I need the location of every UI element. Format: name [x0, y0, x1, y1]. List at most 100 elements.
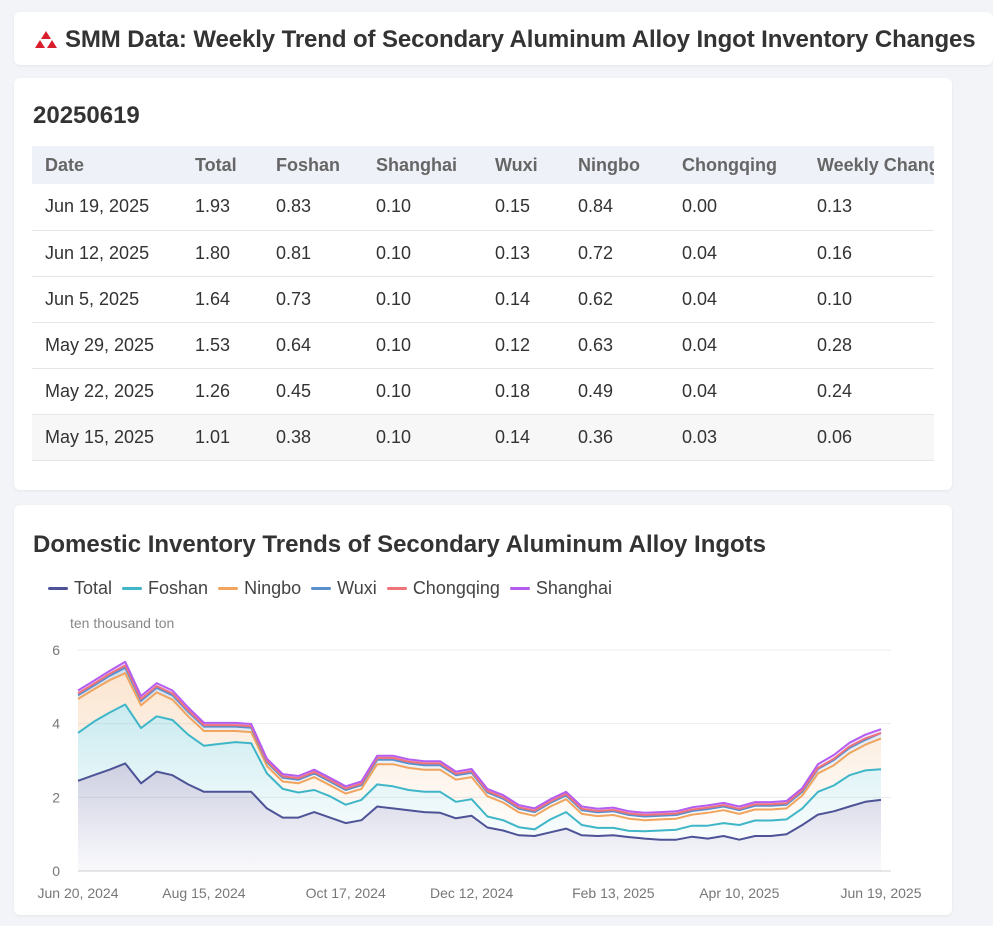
area-total: [78, 763, 881, 871]
table-row[interactable]: Jun 19, 2025 1.93 0.83 0.10 0.15 0.84 0.00 0.13: [32, 184, 934, 231]
table-cell: 0.13: [482, 230, 565, 277]
column-header: Shanghai: [363, 146, 482, 184]
column-header: Wuxi: [482, 146, 565, 184]
table-cell: May 22, 2025: [32, 368, 182, 415]
legend-swatch: [218, 587, 239, 590]
table-cell: 0.10: [363, 414, 482, 461]
column-header: Weekly Change: [804, 146, 934, 184]
x-tick-label: Apr 10, 2025: [699, 885, 779, 901]
table-cell: 0.36: [565, 414, 669, 461]
table-cell: 1.26: [182, 368, 263, 415]
legend-label: Foshan: [148, 578, 209, 598]
y-tick-label: 0: [52, 863, 60, 879]
x-tick-label: Jun 20, 2024: [38, 885, 119, 901]
table-cell: 0.10: [363, 230, 482, 277]
table-cell: 0.04: [669, 276, 804, 323]
table-cell: 0.73: [263, 276, 363, 323]
legend-item-chongqing[interactable]: Chongqing: [386, 578, 500, 599]
table-cell: Jun 19, 2025: [32, 184, 182, 231]
column-header: Foshan: [263, 146, 363, 184]
table-cell: 0.81: [263, 230, 363, 277]
table-cell: 0.04: [669, 368, 804, 415]
table-cell: 0.14: [482, 414, 565, 461]
table-cell: 0.72: [565, 230, 669, 277]
legend-swatch: [386, 587, 407, 590]
table-cell: 0.10: [804, 276, 934, 323]
x-tick-label: Jun 19, 2025: [841, 885, 922, 901]
legend-label: Total: [74, 578, 113, 598]
chart-card: Domestic Inventory Trends of Secondary A…: [14, 505, 952, 915]
table-cell: May 15, 2025: [32, 414, 182, 461]
table-cell: 0.24: [804, 368, 934, 415]
table-cell: 0.00: [669, 184, 804, 231]
table-cell: 0.64: [263, 322, 363, 369]
chart-plot: 0 2 4 6 Jun 20, 2024 Aug 15, 2024 Oct 17, 2024…: [38, 642, 922, 901]
x-tick-label: Aug 15, 2024: [162, 885, 246, 901]
x-tick-label: Feb 13, 2025: [572, 885, 655, 901]
y-tick-label: 2: [52, 789, 60, 805]
legend-item-wuxi[interactable]: Wuxi: [311, 578, 377, 599]
legend-item-foshan[interactable]: Foshan: [122, 578, 208, 599]
page-title: SMM Data: Weekly Trend of Secondary Alum…: [65, 26, 976, 53]
table-cell: 0.62: [565, 276, 669, 323]
table-scroll-area[interactable]: Date Total Foshan Shanghai Wuxi Ningbo Chongqi…: [32, 146, 934, 461]
table-cell: 0.18: [482, 368, 565, 415]
table-cell: 0.28: [804, 322, 934, 369]
legend-label: Ningbo: [244, 578, 302, 598]
inventory-table: Date Total Foshan Shanghai Wuxi Ningbo Chongqi…: [32, 146, 934, 461]
table-row[interactable]: Jun 12, 2025 1.80 0.81 0.10 0.13 0.72 0.04 0.16: [32, 230, 934, 277]
line-ningbo: [77, 672, 882, 822]
table-cell: Jun 5, 2025: [32, 276, 182, 323]
y-axis-unit: ten thousand ton: [70, 615, 175, 631]
table-cell: 0.04: [669, 230, 804, 277]
x-tick-label: Oct 17, 2024: [306, 885, 386, 901]
table-cell: 0.38: [263, 414, 363, 461]
table-cell: 0.10: [363, 276, 482, 323]
x-tick-label: Dec 12, 2024: [430, 885, 513, 901]
table-cell: 0.63: [565, 322, 669, 369]
column-header: Total: [182, 146, 263, 184]
legend-label: Wuxi: [337, 578, 377, 598]
y-tick-label: 4: [52, 716, 60, 732]
table-cell: 1.01: [182, 414, 263, 461]
line-total: [77, 762, 882, 841]
table-cell: 0.14: [482, 276, 565, 323]
table-row[interactable]: May 15, 2025 1.01 0.38 0.10 0.14 0.36 0.03 0.06: [32, 414, 934, 461]
chart-title: Domestic Inventory Trends of Secondary A…: [33, 531, 767, 558]
table-cell: 0.15: [482, 184, 565, 231]
table-cell: 0.49: [565, 368, 669, 415]
table-cell: 0.10: [363, 368, 482, 415]
table-cell: 1.80: [182, 230, 263, 277]
y-tick-label: 6: [52, 642, 60, 658]
smm-logo-icon: [35, 31, 57, 48]
column-header: Chongqing: [669, 146, 804, 184]
table-row[interactable]: May 29, 2025 1.53 0.64 0.10 0.12 0.63 0.04 0.28: [32, 322, 934, 369]
legend-swatch: [48, 587, 68, 590]
title-card: SMM Data: Weekly Trend of Secondary Alum…: [14, 12, 993, 65]
table-body: Jun 19, 2025 1.93 0.83 0.10 0.15 0.84 0.00 0.13…: [32, 184, 934, 461]
table-cell: 1.93: [182, 184, 263, 231]
line-foshan: [77, 703, 882, 833]
table-cell: 0.13: [804, 184, 934, 231]
table-cell: 1.53: [182, 322, 263, 369]
table-cell: 1.64: [182, 276, 263, 323]
table-row[interactable]: May 22, 2025 1.26 0.45 0.10 0.18 0.49 0.04 0.24: [32, 368, 934, 415]
table-card: 20250619 Date Total Foshan Shanghai Wuxi Ning…: [14, 78, 952, 490]
legend-item-shanghai[interactable]: Shanghai: [509, 578, 612, 599]
table-cell: 0.04: [669, 322, 804, 369]
legend-item-ningbo[interactable]: Ningbo: [218, 578, 301, 599]
table-cell: May 29, 2025: [32, 322, 182, 369]
legend-label: Shanghai: [535, 578, 612, 598]
legend-swatch: [122, 587, 143, 590]
line-shanghai: [77, 660, 882, 814]
table-date-title: 20250619: [33, 102, 140, 129]
column-header: Ningbo: [565, 146, 669, 184]
area-ningbo: [78, 673, 881, 832]
table-cell: 0.83: [263, 184, 363, 231]
table-row[interactable]: Jun 5, 2025 1.64 0.73 0.10 0.14 0.62 0.04 0.10: [32, 276, 934, 323]
line-chongqing: [77, 664, 882, 816]
table-cell: 0.06: [804, 414, 934, 461]
table-cell: 0.12: [482, 322, 565, 369]
table-cell: 0.03: [669, 414, 804, 461]
legend-item-total[interactable]: Total: [48, 578, 112, 599]
